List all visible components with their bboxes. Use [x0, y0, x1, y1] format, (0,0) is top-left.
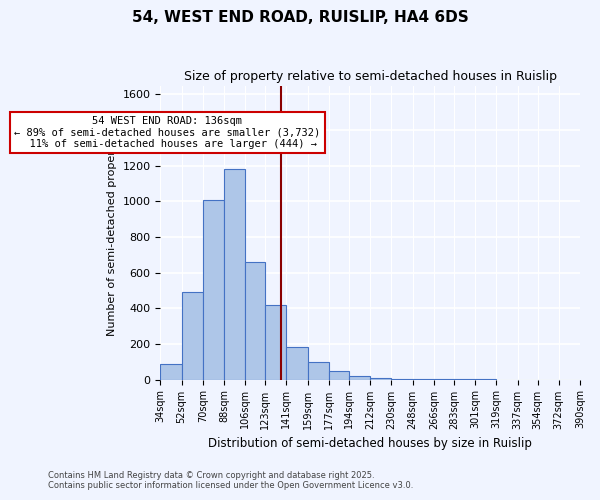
Bar: [286, 348, 308, 380]
Bar: [160, 364, 182, 380]
Title: Size of property relative to semi-detached houses in Ruislip: Size of property relative to semi-detach…: [184, 70, 557, 83]
Bar: [308, 362, 329, 380]
Bar: [245, 262, 265, 380]
Bar: [370, 378, 391, 380]
Bar: [349, 376, 370, 380]
Y-axis label: Number of semi-detached properties: Number of semi-detached properties: [107, 130, 117, 336]
Bar: [329, 370, 349, 380]
Bar: [224, 170, 245, 380]
Bar: [203, 200, 224, 380]
Text: 54 WEST END ROAD: 136sqm
← 89% of semi-detached houses are smaller (3,732)
  11%: 54 WEST END ROAD: 136sqm ← 89% of semi-d…: [14, 116, 320, 149]
X-axis label: Distribution of semi-detached houses by size in Ruislip: Distribution of semi-detached houses by …: [208, 437, 532, 450]
Bar: [265, 304, 286, 380]
Bar: [413, 379, 434, 380]
Bar: [391, 378, 413, 380]
Bar: [182, 292, 203, 380]
Text: 54, WEST END ROAD, RUISLIP, HA4 6DS: 54, WEST END ROAD, RUISLIP, HA4 6DS: [131, 10, 469, 25]
Text: Contains HM Land Registry data © Crown copyright and database right 2025.
Contai: Contains HM Land Registry data © Crown c…: [48, 470, 413, 490]
